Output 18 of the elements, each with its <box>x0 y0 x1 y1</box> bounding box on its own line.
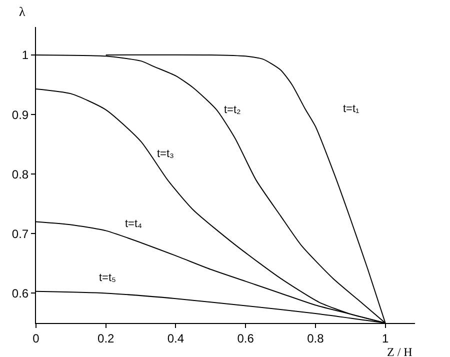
text: t=t₁ <box>343 103 360 115</box>
x-tick-label: 0.8 <box>307 331 324 346</box>
x-tick-label: 0.2 <box>98 331 115 346</box>
y-tick-label: 0.6 <box>12 286 29 300</box>
y-tick-label: 1 <box>22 48 29 62</box>
x-tick-label: 0.4 <box>167 331 184 346</box>
x-tick-label: 0 <box>32 331 40 346</box>
y-axis-title: λ <box>19 4 26 19</box>
x-tick-label: 1 <box>382 331 389 346</box>
series-label: t=t₃ <box>157 148 174 160</box>
x-tick-label: 0.6 <box>237 331 254 346</box>
y-tick-label: 0.8 <box>12 167 29 182</box>
y-tick-label: 0.7 <box>12 226 29 241</box>
x-axis-title: Z / H <box>387 345 413 357</box>
series-label: t=t₂ <box>224 104 241 116</box>
series-label: t=t₄ <box>125 218 143 230</box>
y-tick-label: 0.9 <box>12 108 29 122</box>
series-label: t=t₅ <box>99 272 116 284</box>
